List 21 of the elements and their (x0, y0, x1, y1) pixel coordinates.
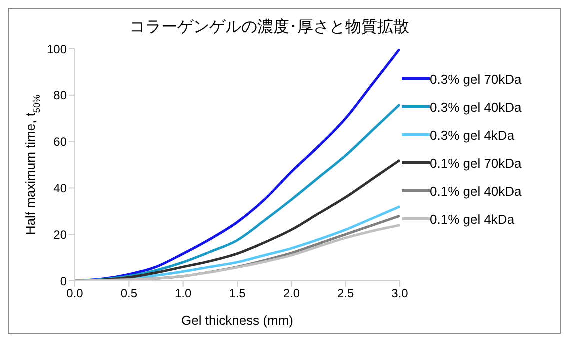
legend-label: 0.1% gel 70kDa (430, 156, 522, 170)
x-tick-label: 1.0 (174, 286, 192, 301)
x-tick-label: 0.0 (66, 286, 84, 301)
legend-label: 0.3% gel 4kDa (430, 128, 515, 142)
legend-label: 0.1% gel 40kDa (430, 184, 522, 198)
legend-label: 0.3% gel 70kDa (430, 72, 522, 86)
legend-label: 0.3% gel 40kDa (430, 100, 522, 114)
x-tick-label: 3.0 (392, 286, 409, 301)
y-tick-label: 40 (54, 181, 68, 196)
y-tick-label: 20 (54, 228, 68, 242)
y-tick-label: 0 (60, 274, 68, 288)
x-tick-label: 2.5 (337, 286, 354, 301)
y-tick-label: 100 (46, 42, 68, 56)
chart-title: コラーゲンゲルの濃度･厚さと物質拡散 (128, 18, 410, 38)
x-tick-label: 2.0 (283, 286, 300, 301)
legend-label: 0.1% gel 4kDa (430, 212, 515, 226)
y-tick-label: 80 (54, 88, 68, 103)
x-tick-label: 1.5 (229, 286, 246, 301)
x-axis-title: Gel thickness (mm) (182, 313, 294, 328)
y-tick-label: 60 (54, 135, 68, 150)
x-tick-label: 0.5 (120, 286, 138, 301)
